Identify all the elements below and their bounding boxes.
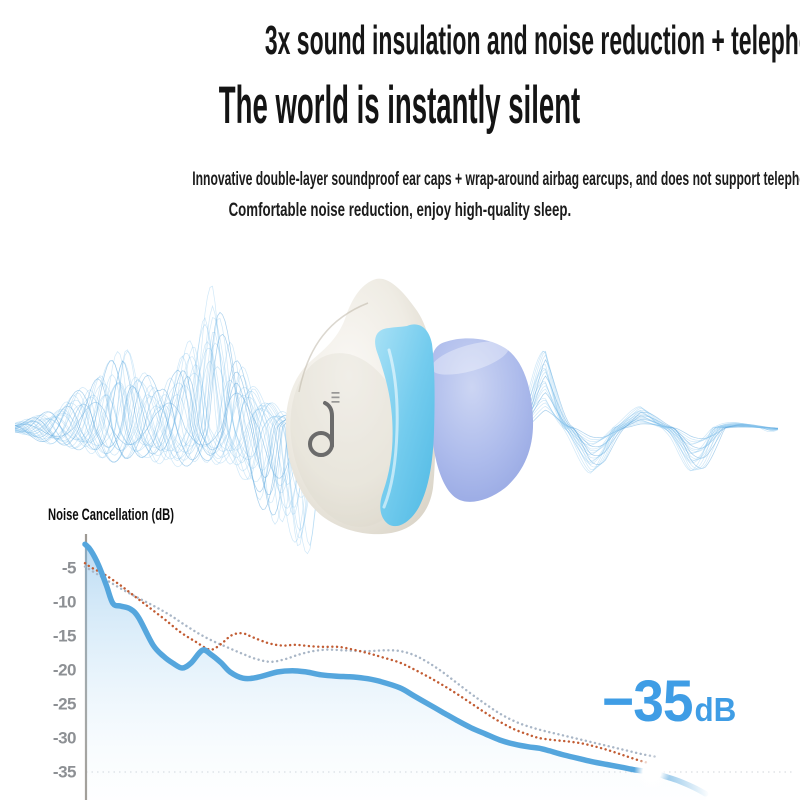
soundcore-logo-icon: [308, 401, 334, 457]
dome-highlight: [431, 341, 509, 375]
subtitle-line-2-text: Comfortable noise reduction, enjoy high-…: [228, 199, 572, 221]
wave-line: [14, 341, 351, 508]
wave-line: [517, 364, 779, 465]
ear-wing: [375, 324, 435, 527]
y-tick-label: -25: [53, 695, 76, 714]
wave-line: [517, 351, 779, 471]
subtitle-line-2: Comfortable noise reduction, enjoy high-…: [0, 196, 800, 224]
series-path-anc-main: [82, 541, 709, 797]
earbud: [285, 278, 534, 535]
noise-reduction-value: −35: [602, 669, 694, 734]
wave-line: [14, 318, 351, 547]
wave-line: [14, 356, 351, 517]
wave-line: [15, 304, 351, 539]
page-title: The world is instantly silent: [0, 78, 800, 134]
noise-reduction-unit: dB: [694, 691, 737, 728]
wave-line: [517, 405, 778, 441]
y-tick-label: -10: [53, 593, 76, 612]
wave-line: [517, 392, 779, 449]
wave-line: [517, 350, 779, 473]
earbud-seam: [298, 302, 369, 393]
wave-line: [517, 375, 779, 459]
headline: 3x sound insulation and noise reduction …: [0, 14, 800, 66]
wave-line: [517, 359, 779, 469]
wave-line: [517, 369, 779, 461]
chart-title-text: Noise Cancellation (dB): [48, 505, 174, 524]
earbud-face-shading: [290, 353, 410, 527]
y-tick-label: -30: [53, 729, 76, 748]
subtitle-line-1: Innovative double-layer soundproof ear c…: [0, 166, 800, 194]
wave-line: [14, 372, 351, 498]
chart-title: Noise Cancellation (dB): [48, 504, 239, 526]
wave-line: [517, 354, 779, 470]
y-tick-label: -35: [53, 763, 76, 782]
noise-reduction-badge: −35 dB: [602, 669, 737, 738]
y-tick-label: -15: [53, 627, 76, 646]
end-marker-dot: [642, 762, 662, 782]
y-tick-label: -20: [53, 661, 76, 680]
ear-tip-dome: [431, 338, 534, 502]
page-title-text: The world is instantly silent: [219, 76, 581, 135]
wave-line: [517, 409, 779, 440]
headline-text: 3x sound insulation and noise reduction …: [264, 17, 800, 63]
noise-cancellation-chart: -5 -10 -15 -20 -25 -30 -35: [53, 534, 795, 800]
series-path-reference-orange: [83, 562, 650, 765]
wave-line: [517, 350, 779, 474]
subtitle-line-1-text: Innovative double-layer soundproof ear c…: [192, 169, 800, 190]
wave-line: [15, 323, 351, 532]
vent-marks-icon: [331, 392, 340, 403]
ear-wing-highlight: [382, 348, 399, 509]
wave-line: [517, 381, 779, 456]
y-tick-label: -5: [62, 559, 76, 578]
wave-line: [517, 368, 779, 463]
earbud-illustration: [14, 278, 779, 555]
anc-area-fill: [85, 544, 706, 800]
wave-line: [14, 353, 351, 543]
